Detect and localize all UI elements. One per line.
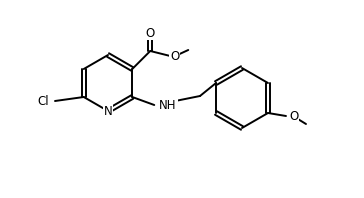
- Text: N: N: [104, 105, 112, 117]
- Text: O: O: [170, 50, 179, 63]
- Text: NH: NH: [159, 98, 177, 111]
- Text: O: O: [289, 109, 298, 123]
- Text: Cl: Cl: [37, 94, 49, 108]
- Text: O: O: [146, 27, 155, 39]
